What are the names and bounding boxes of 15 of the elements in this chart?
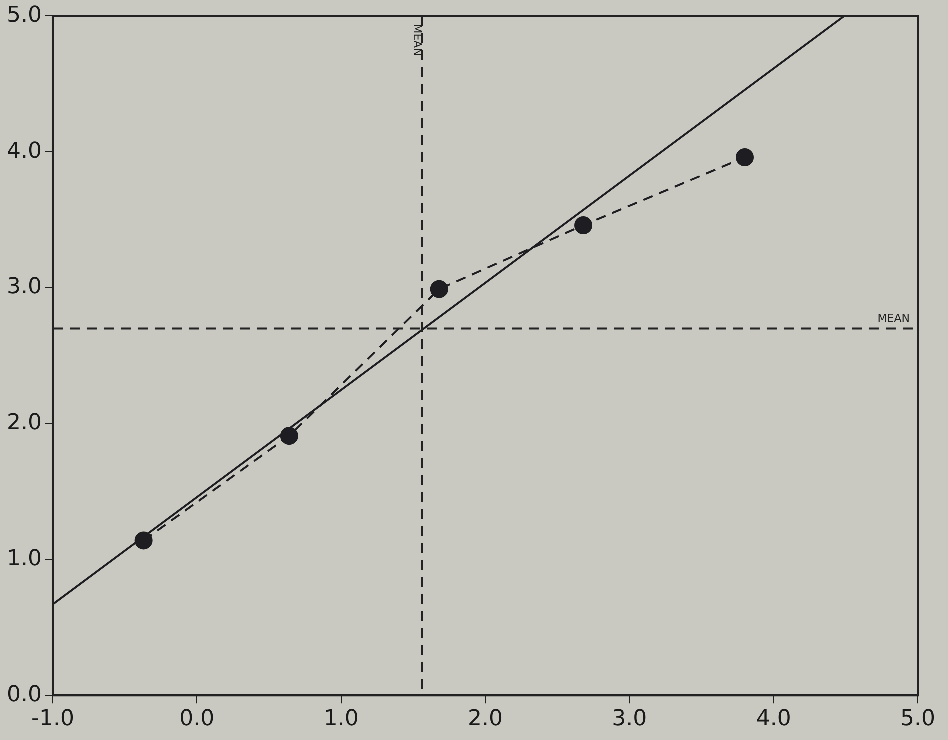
y-tick-label: 0.0 bbox=[6, 682, 42, 708]
y-tick-label: 4.0 bbox=[6, 138, 42, 164]
ref-line-label: MEAN bbox=[411, 24, 424, 56]
x-tick-label: 1.0 bbox=[324, 706, 359, 732]
y-tick-label: 2.0 bbox=[6, 410, 42, 436]
y-tick-label: 1.0 bbox=[6, 546, 42, 572]
x-tick-label: 5.0 bbox=[900, 706, 936, 732]
x-tick-label: 3.0 bbox=[612, 706, 648, 732]
x-tick-label: -1.0 bbox=[32, 706, 74, 732]
y-tick-label: 5.0 bbox=[6, 2, 42, 28]
y-tick-label: 3.0 bbox=[6, 274, 42, 300]
x-tick-label: 0.0 bbox=[180, 706, 215, 732]
x-tick-label: 2.0 bbox=[468, 706, 503, 732]
ref-line-label: MEAN bbox=[878, 312, 910, 326]
x-tick-label: 4.0 bbox=[756, 706, 792, 732]
